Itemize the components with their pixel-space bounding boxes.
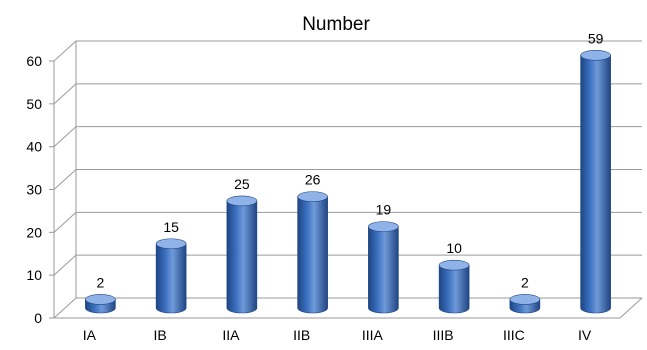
y-tick-label: 50 <box>26 96 42 112</box>
y-axis: 0 10 20 30 40 50 60 <box>26 53 42 326</box>
bar-IIA <box>226 195 258 314</box>
gridline-30 <box>49 169 642 190</box>
gridline-50 <box>49 83 642 105</box>
data-label-IIIA: 19 <box>376 202 392 218</box>
bar-IB <box>155 238 187 314</box>
x-tick-label-IIIA: IIIA <box>362 327 384 343</box>
chart-title: Number <box>302 14 370 35</box>
x-tick-label-IIB: IIB <box>293 327 310 343</box>
data-label-IB: 15 <box>163 219 179 235</box>
x-tick-label-IIA: IIA <box>222 327 240 343</box>
gridline-60 <box>49 40 642 62</box>
bar-IV <box>580 49 611 314</box>
gridline-40 <box>49 126 642 148</box>
bar-IIIA <box>368 221 399 314</box>
y-tick-label: 60 <box>26 53 42 69</box>
bar-IIIB <box>438 259 470 314</box>
data-label-IIIB: 10 <box>446 240 462 256</box>
data-label-IV: 59 <box>588 30 604 46</box>
x-tick-label-IV: IV <box>578 327 592 343</box>
data-label-IIIC: 2 <box>521 274 529 290</box>
bars: 2 15 25 26 19 10 2 59 <box>85 30 611 314</box>
y-tick-label: 20 <box>26 224 42 240</box>
data-label-IIA: 25 <box>234 176 250 192</box>
bar-IIIC <box>509 294 541 314</box>
x-axis: IA IB IIA IIB IIIA IIIB IIIC IV <box>83 327 592 343</box>
x-tick-label-IA: IA <box>83 327 97 343</box>
gridline-20 <box>49 211 642 233</box>
y-tick-label: 30 <box>26 182 42 198</box>
bar-IA <box>85 294 116 314</box>
data-label-IA: 2 <box>96 274 104 290</box>
y-tick-label: 10 <box>26 267 42 283</box>
x-tick-label-IIIC: IIIC <box>503 327 525 343</box>
x-tick-label-IIIB: IIIB <box>433 327 454 343</box>
gridline-10 <box>49 254 642 276</box>
x-tick-label-IB: IB <box>154 327 167 343</box>
y-tick-label: 40 <box>26 139 42 155</box>
gridline-0 <box>49 297 642 319</box>
bar-IIB <box>297 191 328 314</box>
y-tick-label: 0 <box>34 310 42 326</box>
grid <box>49 40 643 319</box>
data-label-IIB: 26 <box>305 172 321 188</box>
